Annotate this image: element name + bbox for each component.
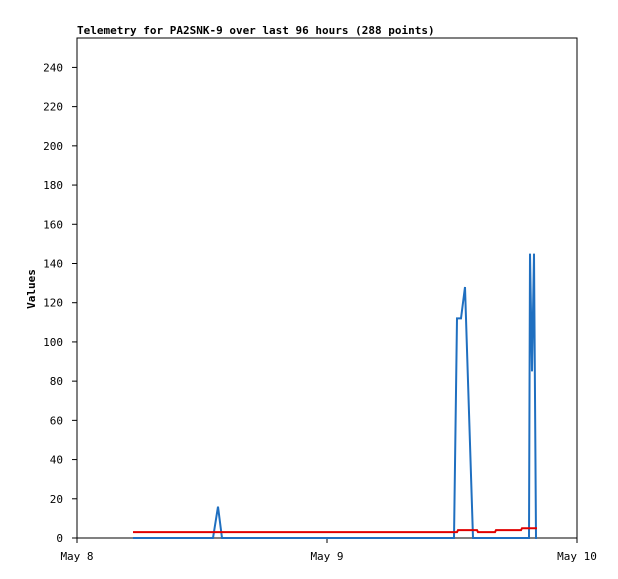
x-tick-label: May 8 xyxy=(60,550,93,563)
x-tick-label: May 9 xyxy=(310,550,343,563)
y-tick-label: 240 xyxy=(43,61,63,74)
y-tick-label: 40 xyxy=(50,454,63,467)
y-tick-label: 200 xyxy=(43,140,63,153)
y-tick-label: 80 xyxy=(50,375,63,388)
y-tick-label: 220 xyxy=(43,101,63,114)
plot-frame xyxy=(76,37,578,539)
y-tick-label: 180 xyxy=(43,179,63,192)
y-axis-label: Values xyxy=(25,269,38,309)
y-tick-label: 160 xyxy=(43,218,63,231)
series-line xyxy=(133,527,537,534)
y-tick-label: 120 xyxy=(43,297,63,310)
y-tick-label: 0 xyxy=(56,532,63,545)
y-tick-label: 140 xyxy=(43,257,63,270)
y-tick-label: 60 xyxy=(50,414,63,427)
y-tick-label: 100 xyxy=(43,336,63,349)
y-tick-label: 20 xyxy=(50,493,63,506)
chart-title: Telemetry for PA2SNK-9 over last 96 hour… xyxy=(77,24,435,37)
x-tick-label: May 10 xyxy=(557,550,597,563)
series-line xyxy=(133,253,537,539)
